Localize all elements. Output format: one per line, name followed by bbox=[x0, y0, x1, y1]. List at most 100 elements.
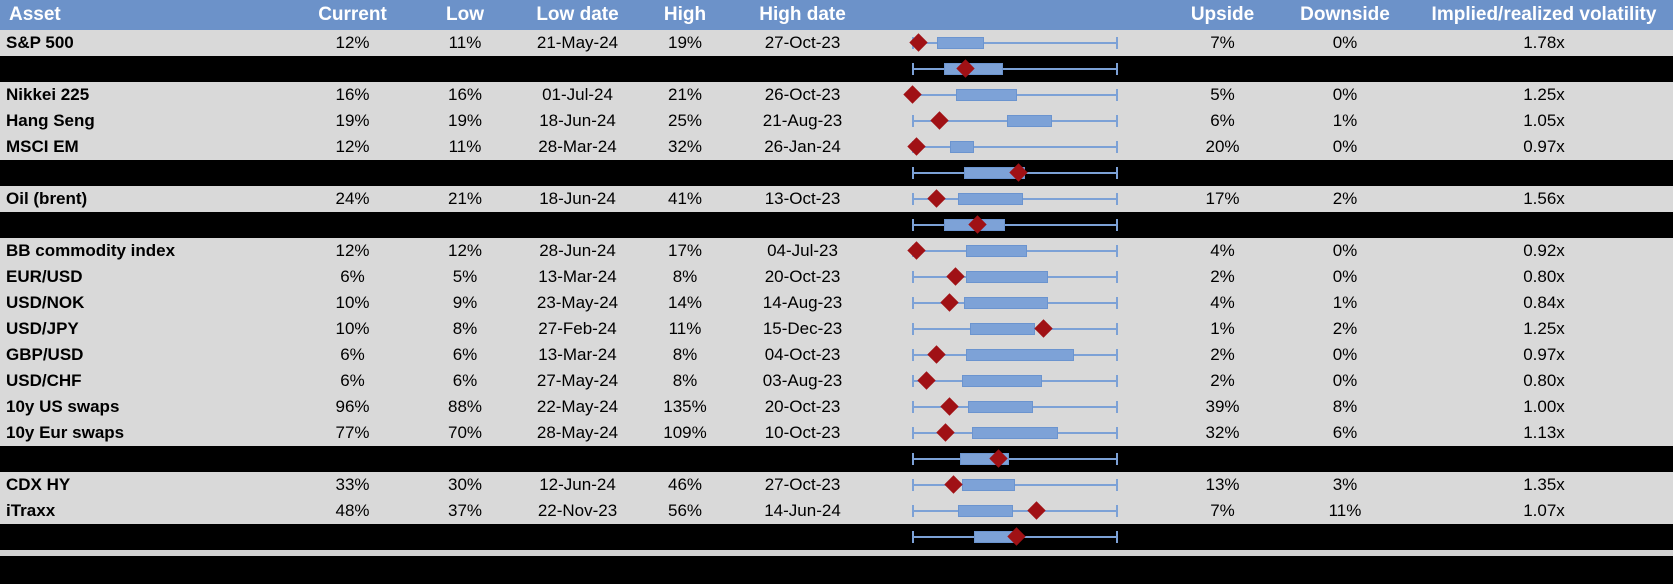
current-cell: 12% bbox=[335, 137, 370, 156]
downside-cell: 3% bbox=[1332, 475, 1358, 494]
boxplot bbox=[912, 394, 1118, 420]
table-row: 10y Eur swaps 77% 70% 28-May-24 109% 10-Oct-2… bbox=[0, 420, 1673, 446]
header-high: High bbox=[663, 4, 707, 25]
asset-cell: 10y Eur swaps bbox=[6, 423, 125, 442]
low-cell: 8% bbox=[452, 319, 478, 338]
current-level-diamond-icon bbox=[907, 137, 926, 156]
current-cell: 12% bbox=[335, 241, 370, 260]
boxplot-cell bbox=[865, 394, 1170, 420]
high-date-cell: 21-Aug-23 bbox=[762, 111, 843, 130]
table-row: CDX HY 33% 30% 12-Jun-24 46% 27-Oct-23 13% 3% 1.… bbox=[0, 472, 1673, 498]
implied-realized-cell: 1.05x bbox=[1523, 111, 1565, 130]
upside-cell: 5% bbox=[1210, 85, 1235, 104]
downside-cell: 2% bbox=[1332, 189, 1358, 208]
implied-realized-cell: 1.35x bbox=[1523, 475, 1565, 494]
high-cell: 46% bbox=[667, 475, 703, 494]
whisker-cap-right-icon bbox=[1116, 479, 1118, 491]
high-cell: 11% bbox=[668, 319, 702, 338]
boxplot-cell bbox=[865, 264, 1170, 290]
upside-cell: 39% bbox=[1205, 397, 1240, 416]
high-cell: 8% bbox=[672, 345, 698, 364]
upside-cell: 1% bbox=[1210, 319, 1235, 338]
table-header-row: Asset Current Low Low date High High date Upsi… bbox=[0, 0, 1673, 30]
whisker-cap-left-icon bbox=[912, 453, 914, 465]
high-date-cell: 27-Oct-23 bbox=[764, 33, 841, 52]
whisker-cap-right-icon bbox=[1116, 193, 1118, 205]
table-row: MSCI EM 12% 11% 28-Mar-24 32% 26-Jan-24 20% 0% 0… bbox=[0, 134, 1673, 160]
whisker-cap-right-icon bbox=[1116, 271, 1118, 283]
boxplot bbox=[912, 420, 1118, 446]
low-cell: 11% bbox=[448, 33, 482, 52]
asset-cell: CDX HY bbox=[6, 475, 71, 494]
whisker-cap-left-icon bbox=[912, 349, 914, 361]
low-cell: 37% bbox=[447, 501, 483, 520]
whisker-cap-right-icon bbox=[1116, 427, 1118, 439]
boxplot-cell bbox=[865, 524, 1170, 550]
whisker-cap-right-icon bbox=[1116, 453, 1118, 465]
whisker-cap-left-icon bbox=[912, 271, 914, 283]
asset-cell: 10y US swaps bbox=[6, 397, 120, 416]
interquartile-box bbox=[949, 141, 975, 153]
whisker-cap-right-icon bbox=[1116, 323, 1118, 335]
low-cell: 21% bbox=[447, 189, 483, 208]
table-row: USD/JPY 10% 8% 27-Feb-24 11% 15-Dec-23 1% 2% 1.2… bbox=[0, 316, 1673, 342]
downside-cell: 6% bbox=[1332, 423, 1358, 442]
boxplot bbox=[912, 264, 1118, 290]
low-cell: 16% bbox=[447, 85, 483, 104]
downside-cell: 2% bbox=[1332, 319, 1358, 338]
upside-cell: 7% bbox=[1210, 501, 1235, 520]
high-cell: 14% bbox=[667, 293, 703, 312]
upside-cell: 2% bbox=[1210, 371, 1235, 390]
asset-cell: MSCI EM bbox=[6, 137, 79, 156]
separator-row bbox=[0, 160, 1673, 186]
high-cell: 8% bbox=[672, 267, 698, 286]
upside-cell: 13% bbox=[1205, 475, 1240, 494]
high-cell: 21% bbox=[667, 85, 703, 104]
current-cell: 33% bbox=[335, 475, 370, 494]
boxplot bbox=[912, 316, 1118, 342]
asset-cell: GBP/USD bbox=[6, 345, 84, 364]
boxplot-cell bbox=[865, 108, 1170, 134]
implied-realized-cell: 1.25x bbox=[1523, 319, 1565, 338]
whisker-cap-left-icon bbox=[912, 297, 914, 309]
implied-realized-cell: 0.84x bbox=[1523, 293, 1565, 312]
low-date-cell: 27-Feb-24 bbox=[538, 319, 617, 338]
high-date-cell: 04-Jul-23 bbox=[767, 241, 838, 260]
low-date-cell: 12-Jun-24 bbox=[539, 475, 616, 494]
whisker-cap-right-icon bbox=[1116, 89, 1118, 101]
implied-realized-cell: 1.78x bbox=[1523, 33, 1565, 52]
boxplot bbox=[903, 82, 1118, 108]
current-level-diamond-icon bbox=[940, 397, 959, 416]
high-cell: 135% bbox=[663, 397, 707, 416]
boxplot bbox=[912, 160, 1118, 186]
whisker-cap-left-icon bbox=[912, 63, 914, 75]
low-date-cell: 21-May-24 bbox=[536, 33, 619, 52]
table-row: EUR/USD 6% 5% 13-Mar-24 8% 20-Oct-23 2% 0% 0.80x bbox=[0, 264, 1673, 290]
interquartile-box bbox=[972, 427, 1058, 439]
asset-cell: BB commodity index bbox=[6, 241, 176, 260]
header-high-date: High date bbox=[759, 4, 846, 25]
high-date-cell: 20-Oct-23 bbox=[764, 267, 841, 286]
boxplot bbox=[912, 498, 1118, 524]
whisker-cap-left-icon bbox=[912, 219, 914, 231]
whisker-cap-left-icon bbox=[912, 531, 914, 543]
upside-cell: 6% bbox=[1210, 111, 1235, 130]
low-cell: 12% bbox=[447, 241, 483, 260]
whisker-cap-right-icon bbox=[1116, 505, 1118, 517]
boxplot bbox=[912, 186, 1118, 212]
boxplot bbox=[912, 524, 1118, 550]
whisker-cap-right-icon bbox=[1116, 167, 1118, 179]
interquartile-box bbox=[957, 505, 1013, 517]
asset-cell: USD/JPY bbox=[6, 319, 79, 338]
high-date-cell: 26-Oct-23 bbox=[764, 85, 841, 104]
whisker-line bbox=[913, 146, 1117, 148]
upside-cell: 4% bbox=[1210, 241, 1235, 260]
high-date-cell: 26-Jan-24 bbox=[764, 137, 841, 156]
whisker-line bbox=[913, 484, 1117, 486]
whisker-cap-right-icon bbox=[1116, 63, 1118, 75]
boxplot-cell bbox=[865, 316, 1170, 342]
downside-cell: 11% bbox=[1328, 501, 1362, 520]
whisker-line bbox=[913, 42, 1117, 44]
current-level-diamond-icon bbox=[1027, 501, 1047, 520]
whisker-cap-left-icon bbox=[912, 375, 914, 387]
